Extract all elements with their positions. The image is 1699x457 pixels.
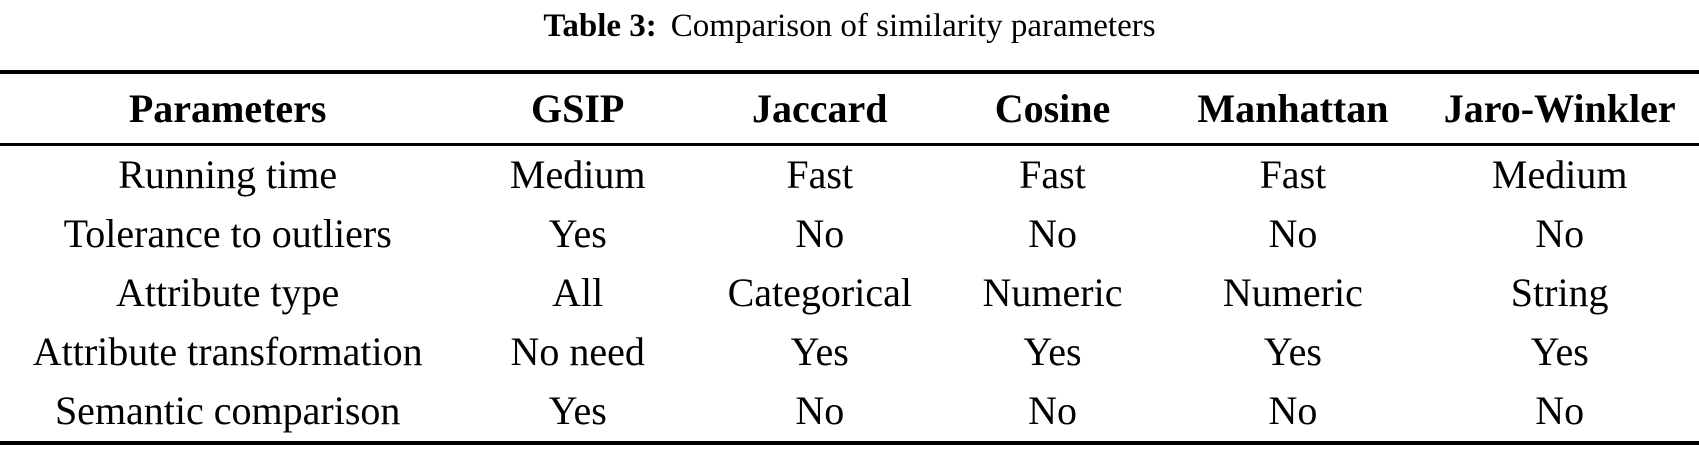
row-label: Attribute type: [116, 270, 340, 315]
table-cell: Numeric: [982, 270, 1123, 315]
table-cell: No: [1028, 388, 1077, 433]
comparison-table: Parameters GSIP Jaccard Cosine Manhattan…: [0, 70, 1699, 445]
table-cell: Yes: [548, 388, 607, 433]
table-cell: No: [1268, 388, 1318, 433]
table-cell: Yes: [1023, 329, 1082, 374]
column-header-parameters: Parameters: [128, 86, 327, 131]
row-label: Semantic comparison: [54, 388, 401, 433]
table-cell: Numeric: [1222, 270, 1363, 315]
table-cell: No: [1268, 211, 1318, 256]
column-header-gsip: GSIP: [530, 86, 625, 131]
table-row: Running time Medium Fast Fast Fast Mediu…: [0, 145, 1699, 206]
row-label: Tolerance to outliers: [63, 211, 392, 256]
column-header-cosine: Cosine: [994, 86, 1111, 131]
column-header-jaro-winkler: Jaro-Winkler: [1443, 86, 1676, 131]
table-cell: All: [552, 270, 604, 315]
table-caption-text: Comparison of similarity parameters: [670, 8, 1156, 44]
table-cell: Fast: [1259, 152, 1327, 197]
column-header-jaccard: Jaccard: [752, 86, 888, 131]
table-cell: String: [1510, 270, 1609, 315]
table-row: Attribute transformation No need Yes Yes…: [0, 323, 1699, 382]
table-row: Attribute type All Categorical Numeric N…: [0, 264, 1699, 323]
table-cell: Yes: [1530, 329, 1589, 374]
column-header-manhattan: Manhattan: [1197, 86, 1389, 131]
table-cell: No: [795, 388, 845, 433]
header-row: Parameters GSIP Jaccard Cosine Manhattan…: [0, 72, 1699, 145]
table-cell: Medium: [1491, 152, 1628, 197]
table-caption-label: Table 3:: [543, 8, 657, 44]
table-row: Tolerance to outliers Yes No No No No: [0, 205, 1699, 264]
table-caption: Table 3: Comparison of similarity paramet…: [0, 0, 1699, 46]
table-cell: Fast: [786, 152, 854, 197]
table-row: Semantic comparison Yes No No No No: [0, 382, 1699, 443]
table-cell: No need: [510, 329, 645, 374]
table-cell: Yes: [790, 329, 849, 374]
table-cell: Yes: [1263, 329, 1322, 374]
row-label: Attribute transformation: [32, 329, 423, 374]
row-label: Running time: [118, 152, 338, 197]
table-cell: No: [795, 211, 845, 256]
table-cell: No: [1028, 211, 1077, 256]
table-cell: No: [1535, 211, 1585, 256]
table-cell: Categorical: [727, 270, 912, 315]
table-cell: Fast: [1019, 152, 1086, 197]
table-cell: Medium: [509, 152, 646, 197]
table-cell: Yes: [548, 211, 607, 256]
table-cell: No: [1535, 388, 1585, 433]
